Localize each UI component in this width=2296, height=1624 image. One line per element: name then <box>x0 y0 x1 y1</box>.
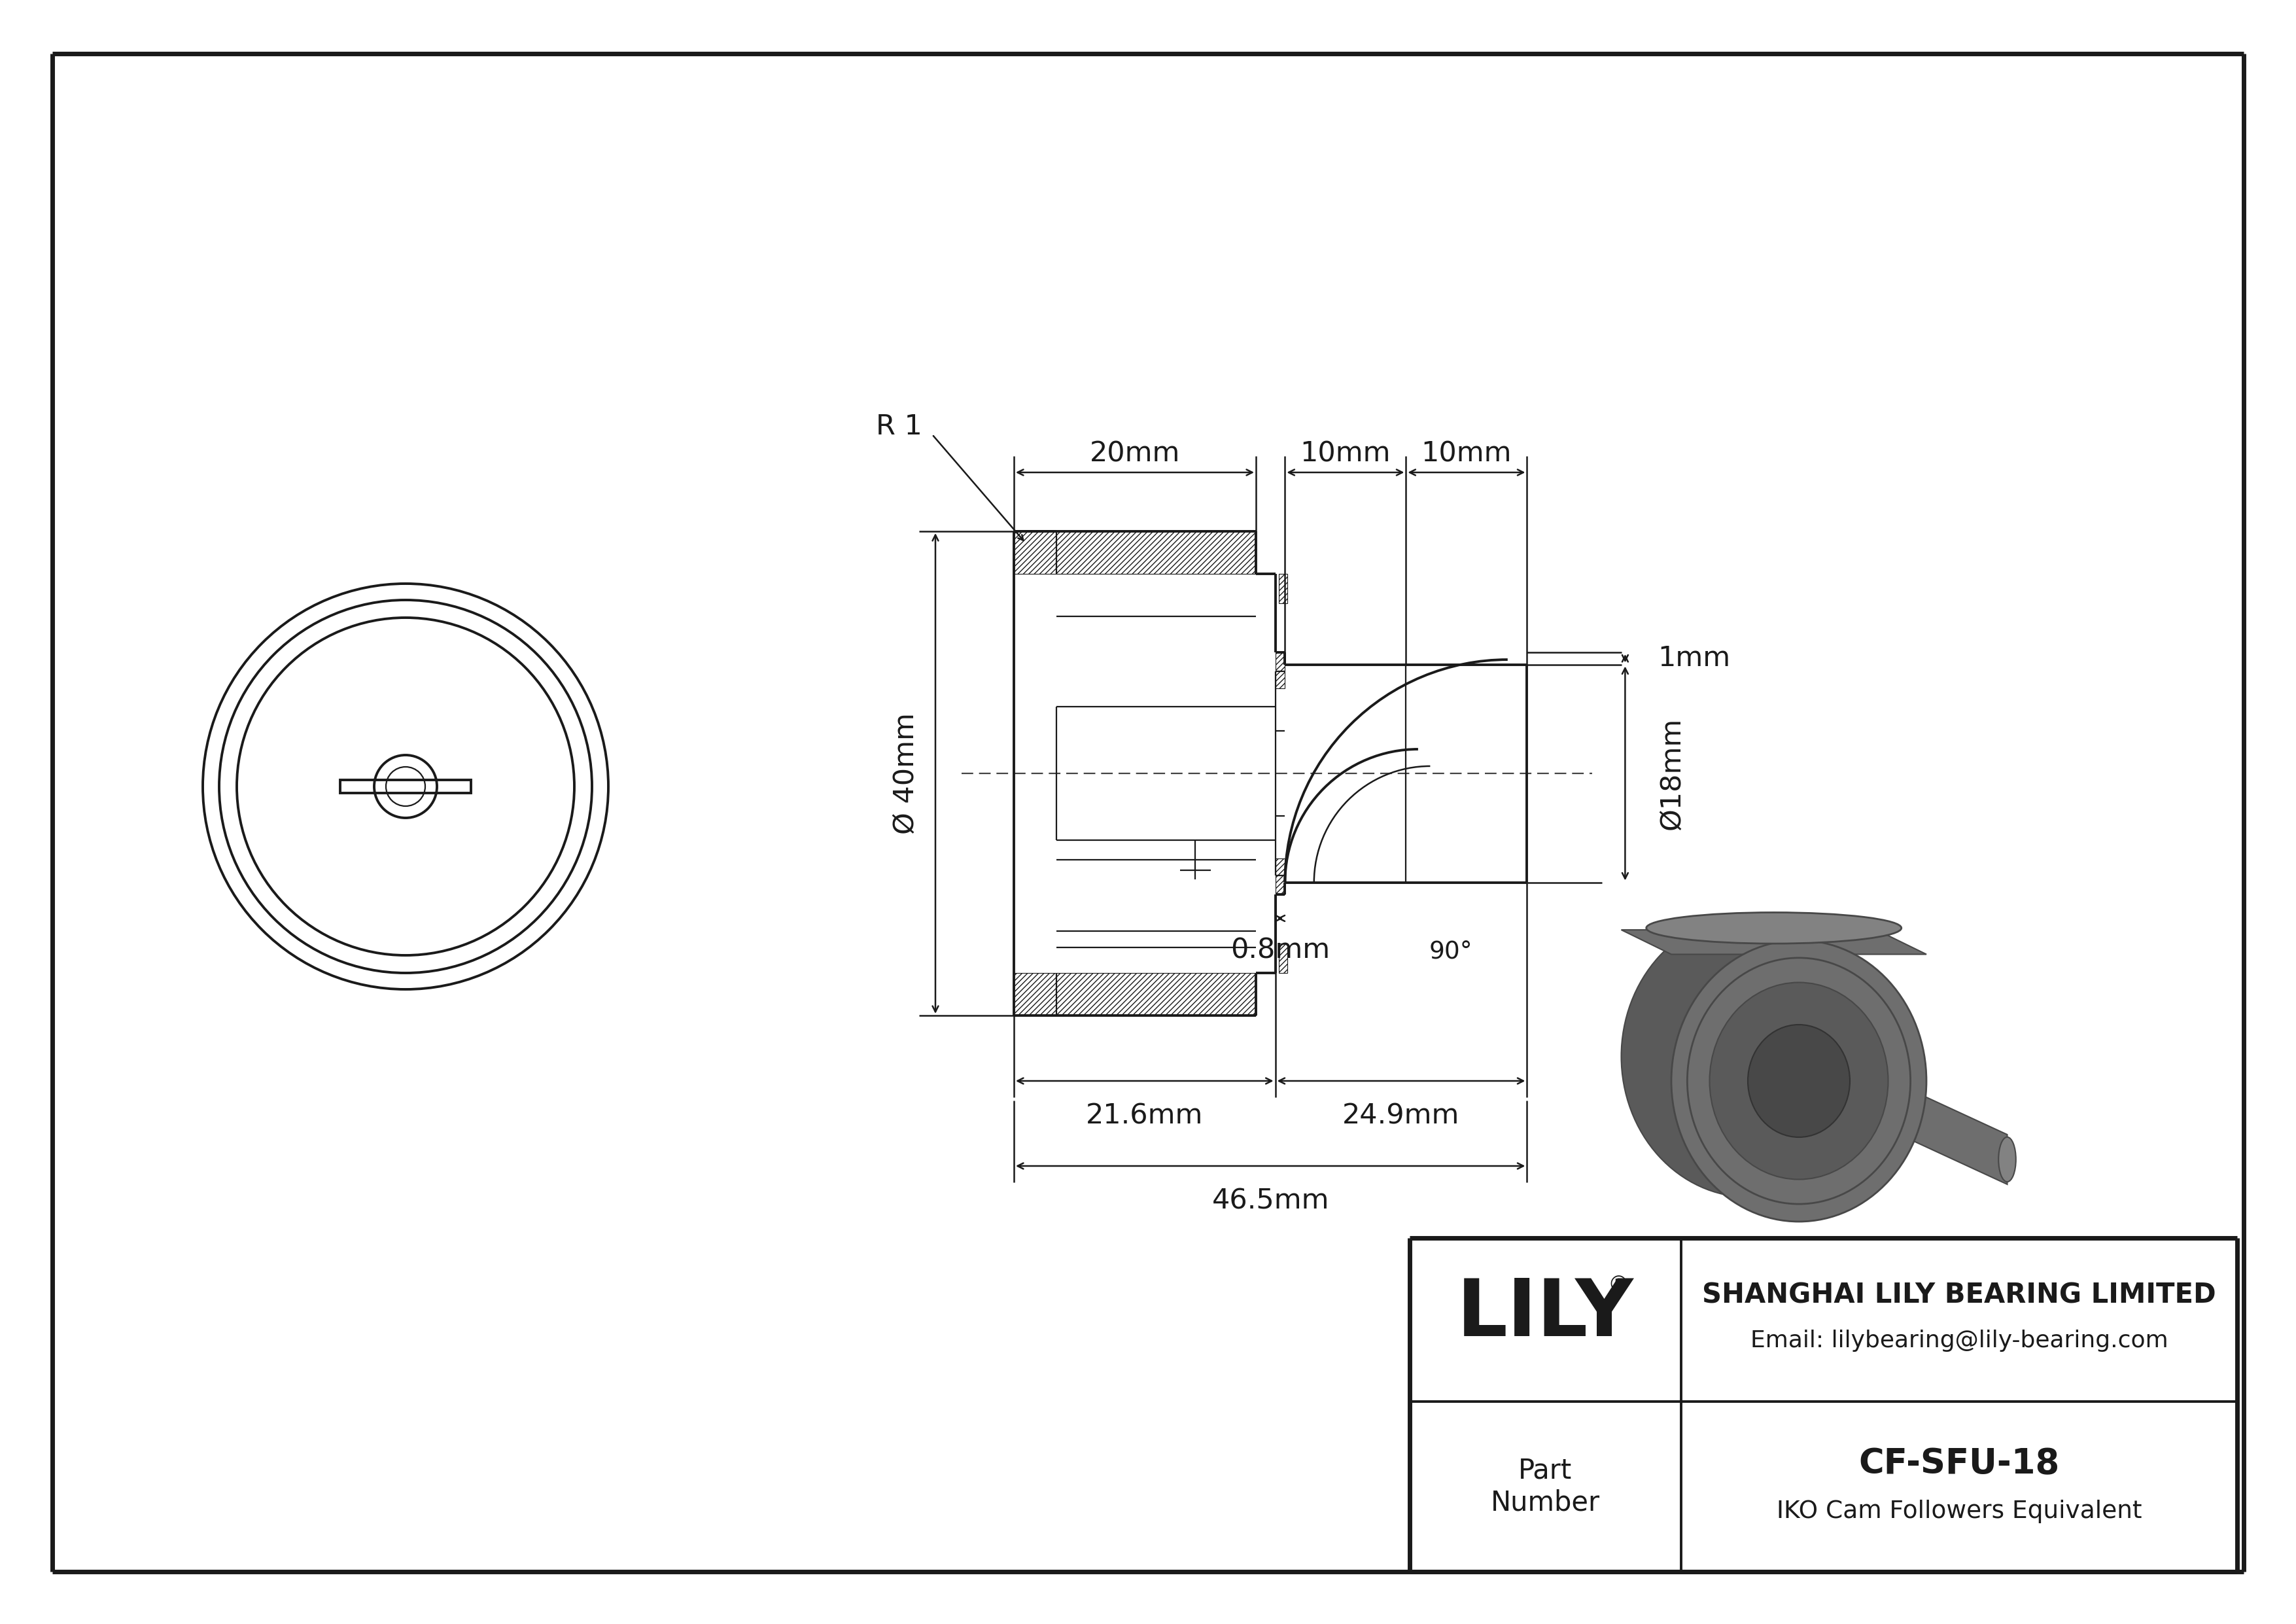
Polygon shape <box>1837 1056 2007 1184</box>
Text: CF-SFU-18: CF-SFU-18 <box>1860 1447 2060 1481</box>
Ellipse shape <box>1998 1137 2016 1182</box>
Text: 24.9mm: 24.9mm <box>1343 1101 1460 1129</box>
Bar <box>1279 573 1288 604</box>
Text: 20mm: 20mm <box>1091 440 1180 468</box>
Ellipse shape <box>1711 983 1887 1179</box>
Text: SHANGHAI LILY BEARING LIMITED: SHANGHAI LILY BEARING LIMITED <box>1701 1281 2216 1309</box>
Text: 46.5mm: 46.5mm <box>1212 1187 1329 1215</box>
Text: 21.6mm: 21.6mm <box>1086 1101 1203 1129</box>
Bar <box>1015 531 1256 573</box>
Polygon shape <box>1621 931 1926 955</box>
Polygon shape <box>1830 1004 1876 1064</box>
Text: Ø18mm: Ø18mm <box>1658 718 1685 830</box>
Ellipse shape <box>1747 1025 1851 1137</box>
Ellipse shape <box>1621 916 1876 1197</box>
Text: LILY: LILY <box>1458 1276 1635 1353</box>
Ellipse shape <box>1646 913 1901 944</box>
Text: 10mm: 10mm <box>1300 440 1391 468</box>
Text: Email: lilybearing@lily-bearing.com: Email: lilybearing@lily-bearing.com <box>1750 1330 2167 1351</box>
Text: 1mm: 1mm <box>1658 645 1731 672</box>
Bar <box>1274 653 1286 689</box>
Text: 0.8mm: 0.8mm <box>1231 937 1329 965</box>
Text: ®: ® <box>1607 1275 1630 1296</box>
Text: 90°: 90° <box>1430 940 1474 965</box>
Text: R 1: R 1 <box>877 412 923 440</box>
Text: Part
Number: Part Number <box>1490 1457 1600 1517</box>
Text: Ø 40mm: Ø 40mm <box>893 713 921 835</box>
Bar <box>1279 944 1288 973</box>
Bar <box>340 780 471 793</box>
Ellipse shape <box>1671 940 1926 1221</box>
Text: IKO Cam Followers Equivalent: IKO Cam Followers Equivalent <box>1777 1499 2142 1523</box>
Bar <box>1015 973 1256 1015</box>
Text: 10mm: 10mm <box>1421 440 1511 468</box>
Bar <box>1274 859 1286 895</box>
